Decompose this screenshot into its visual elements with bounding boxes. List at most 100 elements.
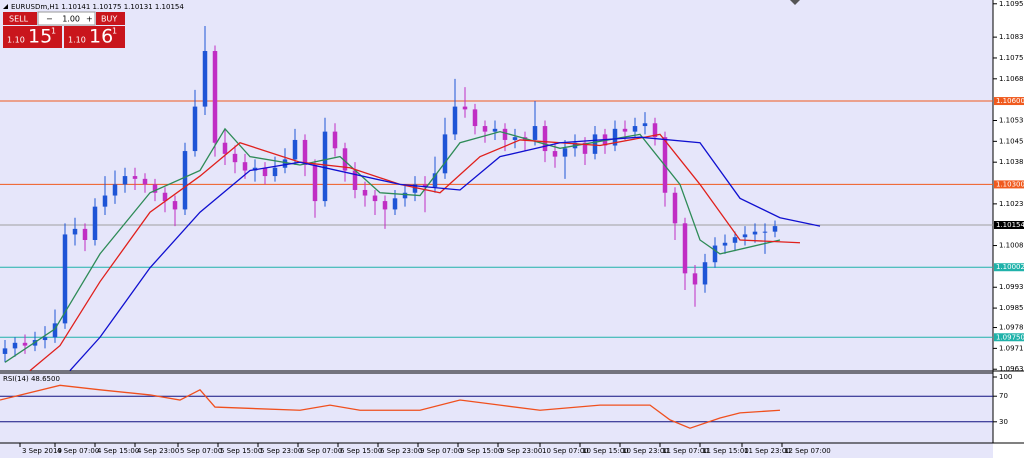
- y-tick-label: 100: [999, 373, 1012, 381]
- x-tick-label: 11 Sep 07:00: [662, 447, 709, 455]
- x-tick-label: 9 Sep 23:00: [500, 447, 542, 455]
- candle-body: [52, 323, 58, 338]
- candle-body: [412, 184, 418, 193]
- candle-body: [212, 51, 218, 143]
- candle-body: [482, 126, 488, 132]
- candle-body: [382, 201, 388, 210]
- lot-input[interactable]: [37, 11, 96, 26]
- candle-body: [612, 128, 618, 146]
- candle-body: [132, 176, 138, 179]
- candle-body: [262, 167, 268, 177]
- candle-body: [582, 142, 588, 154]
- sell-price-big-figure: 1.10: [7, 36, 25, 45]
- indicator-line: [69, 136, 821, 372]
- candle-body: [712, 245, 718, 263]
- candle-body: [682, 223, 688, 274]
- x-tick-label: 4 Sep 15:00: [97, 447, 139, 455]
- candle-body: [762, 231, 768, 233]
- sell-price-box[interactable]: [3, 26, 62, 48]
- candle-body: [22, 342, 28, 346]
- candle-body: [732, 237, 738, 243]
- plot-background: [0, 0, 993, 458]
- sell-price-fraction: 1: [51, 27, 56, 36]
- candle-body: [282, 159, 288, 168]
- candle-body: [222, 142, 228, 154]
- y-tick-label: 70: [999, 392, 1008, 400]
- candle-body: [742, 234, 748, 238]
- x-tick-label: 9 Sep 07:00: [420, 447, 462, 455]
- candle-body: [532, 126, 538, 140]
- candle-body: [122, 176, 128, 185]
- candle-body: [632, 126, 638, 132]
- x-tick-label: 5 Sep 15:00: [220, 447, 262, 455]
- candle-body: [72, 228, 78, 235]
- candle-body: [42, 337, 48, 341]
- candle-body: [372, 195, 378, 202]
- y-tick-label: 1.10380: [999, 158, 1024, 166]
- candle-body: [202, 51, 208, 107]
- x-tick-label: 5 Sep 23:00: [260, 447, 302, 455]
- buy-button[interactable]: [96, 12, 125, 25]
- candle-body: [472, 109, 478, 127]
- candle-body: [552, 151, 558, 157]
- x-tick-label: 4 Sep 23:00: [137, 447, 179, 455]
- candle-body: [562, 148, 568, 157]
- y-tick-label: 1.10530: [999, 116, 1024, 124]
- sell-label: SELL: [9, 15, 29, 24]
- x-tick-label: 6 Sep 23:00: [380, 447, 422, 455]
- chart-icon: [3, 4, 8, 9]
- candle-body: [312, 164, 318, 202]
- candle-body: [352, 170, 358, 190]
- candle-body: [752, 231, 758, 235]
- price-label-box: [994, 263, 1024, 272]
- candle-body: [772, 226, 778, 232]
- price-label-box: [994, 333, 1024, 342]
- indicator-line: [0, 384, 781, 429]
- candle-body: [362, 189, 368, 196]
- candle-body: [92, 206, 98, 240]
- candle-body: [592, 134, 598, 154]
- lot-up[interactable]: +: [86, 15, 93, 24]
- buy-price-box[interactable]: [64, 26, 125, 48]
- x-tick-label: 10 Sep 07:00: [542, 447, 589, 455]
- price-label: 1.10300: [996, 180, 1024, 188]
- x-tick-label: 10 Sep 23:00: [622, 447, 669, 455]
- candle-body: [502, 128, 508, 140]
- candle-body: [722, 242, 728, 246]
- candle-body: [272, 167, 278, 177]
- candle-body: [402, 192, 408, 199]
- price-label-box: [994, 220, 1024, 229]
- candle-body: [702, 262, 708, 285]
- candle-body: [102, 195, 108, 207]
- candle-body: [692, 273, 698, 285]
- rsi-title: RSI(14) 48.6500: [3, 375, 60, 383]
- y-tick-label: 1.10455: [999, 137, 1024, 145]
- price-label: 1.10002: [996, 263, 1024, 271]
- price-label: 1.10600: [996, 97, 1024, 105]
- y-tick-label: 1.10830: [999, 33, 1024, 41]
- candle-body: [62, 234, 68, 324]
- candle-body: [142, 178, 148, 185]
- y-tick-label: 1.10755: [999, 54, 1024, 62]
- y-tick-label: 1.09930: [999, 283, 1024, 291]
- chart-title: EURUSDm,H1 1.10141 1.10175 1.10131 1.101…: [11, 3, 184, 11]
- y-tick-label: 1.09710: [999, 344, 1024, 352]
- candle-body: [652, 123, 658, 138]
- sell-button[interactable]: [3, 12, 37, 25]
- candle-body: [462, 106, 468, 110]
- x-tick-label: 10 Sep 15:00: [582, 447, 629, 455]
- lot-down[interactable]: −: [46, 15, 53, 24]
- candle-body: [182, 151, 188, 210]
- candle-body: [432, 173, 438, 188]
- candle-body: [12, 342, 18, 349]
- trade-panel: SELL − 1.00 + BUY 1.10 15 1 1.10 16 1: [3, 11, 125, 48]
- candle-body: [112, 184, 118, 196]
- price-label: 1.09750: [996, 333, 1024, 341]
- candle-body: [442, 134, 448, 174]
- candle-body: [162, 192, 168, 202]
- y-tick-label: 1.10950: [999, 0, 1024, 8]
- candle-body: [512, 137, 518, 140]
- y-tick-label: 1.10230: [999, 200, 1024, 208]
- x-tick-label: 11 Sep 15:00: [702, 447, 749, 455]
